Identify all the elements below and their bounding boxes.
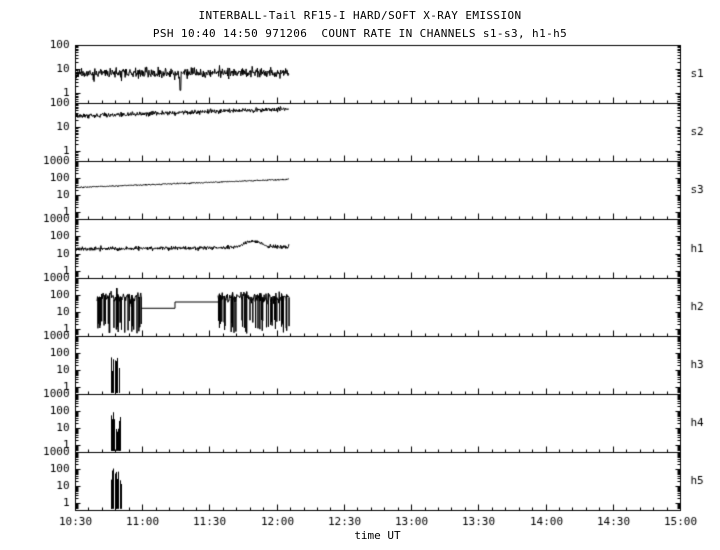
chart-title: INTERBALL-Tail RF15-I HARD/SOFT X-RAY EM…: [198, 9, 522, 22]
x-axis-label: time UT: [354, 529, 401, 542]
chart-subtitle: PSH 10:40 14:50 971206 COUNT RATE IN CHA…: [152, 27, 568, 40]
